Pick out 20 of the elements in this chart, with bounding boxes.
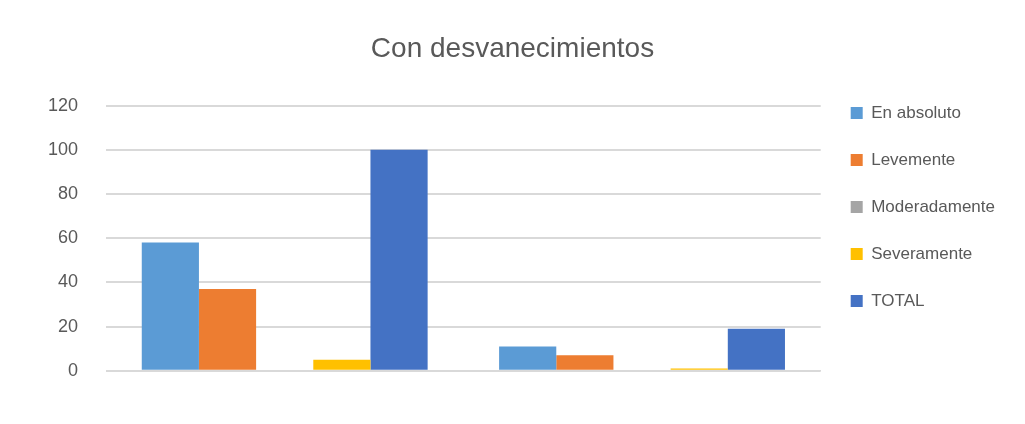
legend-label: En absoluto xyxy=(871,102,961,122)
bar xyxy=(727,328,785,370)
bar xyxy=(313,359,371,370)
legend-label: TOTAL xyxy=(871,290,925,310)
bar xyxy=(499,346,557,370)
bar xyxy=(141,242,199,370)
bar xyxy=(370,149,428,370)
chart-title: Con desvanecimientos xyxy=(370,31,655,63)
y-tick-label: 60 xyxy=(58,227,79,248)
legend-label: Moderadamente xyxy=(871,196,996,216)
y-tick-label: 20 xyxy=(58,315,79,336)
y-tick-label: 40 xyxy=(58,271,79,292)
legend-label: Severamente xyxy=(871,243,973,263)
y-tick-label: 0 xyxy=(68,359,79,380)
legend-label: Levemente xyxy=(871,149,956,169)
y-tick-label: 100 xyxy=(47,138,79,159)
bar xyxy=(198,289,257,370)
y-tick-label: 80 xyxy=(58,182,79,203)
bar xyxy=(556,355,614,370)
y-tick-label: 120 xyxy=(47,94,79,115)
